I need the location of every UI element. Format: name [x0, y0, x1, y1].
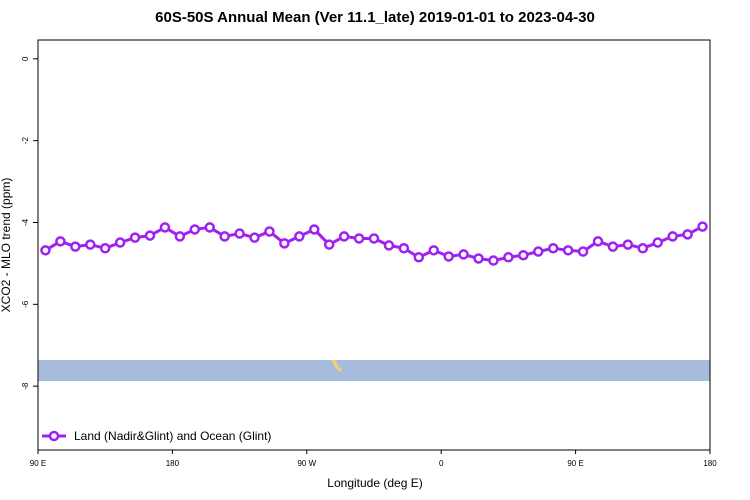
- point: [249, 232, 260, 243]
- point: [40, 245, 51, 256]
- point: [114, 237, 126, 248]
- point: [234, 228, 245, 239]
- point: [129, 232, 141, 243]
- point: [562, 245, 574, 256]
- point: [428, 245, 439, 256]
- x-tick-label: 90 E: [567, 459, 583, 468]
- point: [144, 230, 156, 241]
- point: [398, 243, 410, 254]
- point: [592, 236, 604, 247]
- point: [488, 255, 499, 266]
- point: [697, 221, 708, 232]
- point: [85, 239, 96, 250]
- y-tick-label: -6: [21, 300, 30, 308]
- y-axis-label: XCO2 - MLO trend (ppm): [0, 178, 13, 313]
- x-tick-label: 90 E: [30, 459, 46, 468]
- point: [607, 241, 619, 252]
- y-tick-label: 0: [21, 56, 30, 61]
- point: [204, 222, 215, 233]
- x-tick-label: 180: [703, 459, 717, 468]
- point: [503, 252, 514, 263]
- point: [70, 241, 81, 252]
- point: [577, 246, 589, 257]
- point: [622, 239, 634, 250]
- point: [443, 251, 454, 262]
- point: [667, 231, 678, 242]
- y-tick-label: -8: [21, 382, 30, 390]
- point: [55, 236, 66, 247]
- point: [294, 231, 305, 242]
- chart-title: 60S-50S Annual Mean (Ver 11.1_late) 2019…: [155, 9, 595, 26]
- point: [279, 238, 290, 249]
- point: [473, 253, 484, 264]
- map-strip: [38, 360, 710, 381]
- y-tick-label: -2: [21, 137, 30, 145]
- point: [353, 233, 365, 244]
- point: [637, 243, 649, 254]
- point: [174, 231, 186, 242]
- point: [518, 249, 529, 261]
- point: [682, 229, 693, 240]
- point: [547, 243, 559, 254]
- point: [264, 226, 275, 237]
- point: [219, 231, 230, 242]
- point: [323, 239, 335, 250]
- x-tick-label: 180: [166, 459, 180, 468]
- point: [383, 240, 395, 251]
- land-patch: [331, 360, 342, 372]
- point: [189, 224, 201, 235]
- legend-marker: [48, 430, 60, 442]
- point: [368, 233, 380, 244]
- x-tick-label: 0: [439, 459, 444, 468]
- point: [458, 249, 469, 260]
- point: [99, 243, 111, 254]
- y-tick-label: -4: [21, 218, 30, 226]
- point: [338, 231, 350, 242]
- point: [413, 252, 425, 263]
- x-axis-label: Longitude (deg E): [327, 476, 422, 490]
- legend-label: Land (Nadir&Glint) and Ocean (Glint): [74, 429, 271, 443]
- plot-frame: [37, 39, 711, 451]
- point: [309, 224, 320, 235]
- point: [533, 246, 544, 257]
- point: [159, 222, 171, 233]
- x-tick-label: 90 W: [297, 459, 316, 468]
- point: [652, 237, 663, 248]
